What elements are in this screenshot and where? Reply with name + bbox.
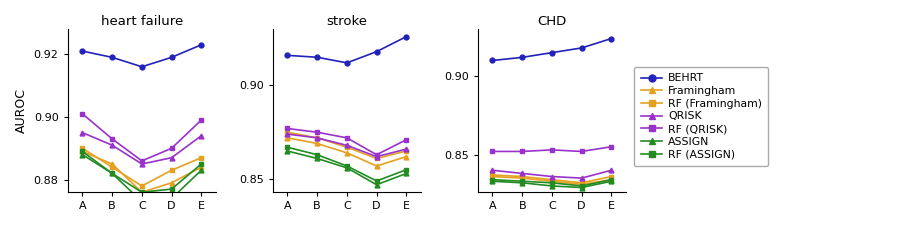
Title: CHD: CHD [537,15,567,28]
Y-axis label: AUROC: AUROC [15,88,28,133]
Legend: BEHRT, Framingham, RF (Framingham), QRISK, RF (QRISK), ASSIGN, RF (ASSIGN): BEHRT, Framingham, RF (Framingham), QRIS… [634,67,769,166]
Title: heart failure: heart failure [101,15,183,28]
Title: stroke: stroke [326,15,368,28]
